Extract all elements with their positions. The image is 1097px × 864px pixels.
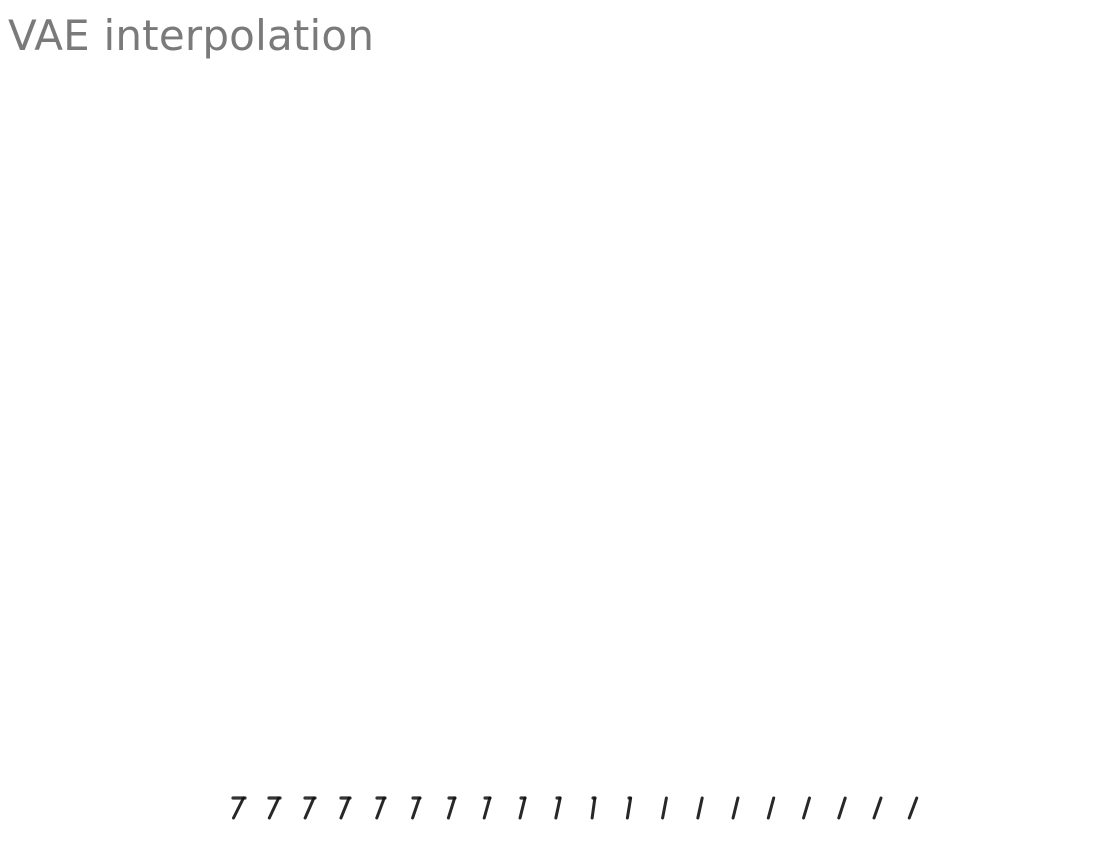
interpolation-frame xyxy=(696,796,704,820)
interpolation-frame xyxy=(339,796,352,820)
interpolation-frame xyxy=(554,796,562,820)
interpolation-frame xyxy=(267,796,282,820)
interpolation-frame xyxy=(411,796,422,820)
interpolation-frame xyxy=(907,796,919,820)
interpolation-frame xyxy=(872,796,883,820)
interpolation-frame xyxy=(303,796,317,820)
interpolation-frame xyxy=(482,796,492,820)
interpolation-frame xyxy=(661,796,668,820)
interpolation-frame xyxy=(837,796,847,820)
interpolation-frame xyxy=(625,796,633,820)
interpolation-frame xyxy=(446,796,457,820)
interpolation-strip-image xyxy=(231,796,919,820)
interpolation-frame xyxy=(590,796,597,820)
interpolation-frame xyxy=(518,796,527,820)
interpolation-frame xyxy=(375,796,387,820)
interpolation-strip xyxy=(226,788,946,830)
interpolation-frame xyxy=(231,796,247,820)
interpolation-frame xyxy=(766,796,776,820)
slide-title: VAE interpolation xyxy=(8,11,375,60)
interpolation-frame xyxy=(802,796,811,820)
interpolation-frame xyxy=(731,796,740,820)
